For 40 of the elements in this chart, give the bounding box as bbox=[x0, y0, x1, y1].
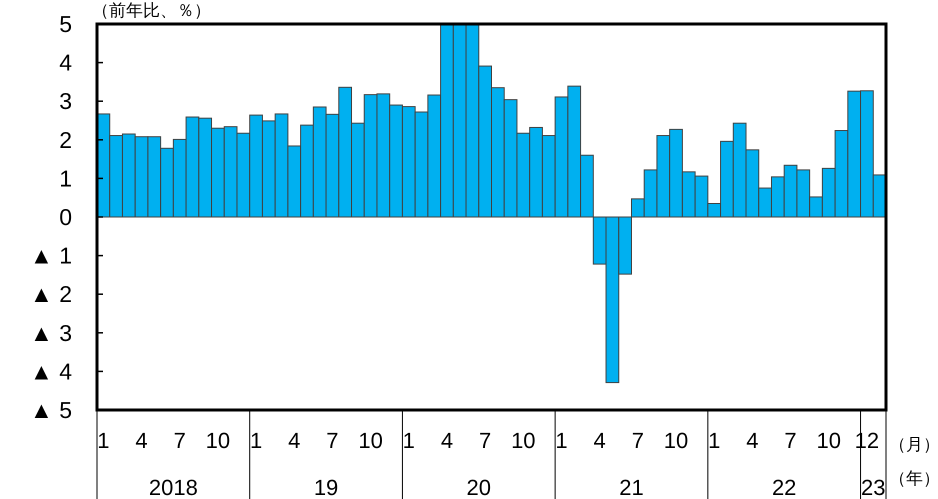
x-tick-label: 10 bbox=[664, 428, 688, 453]
x-tick-label: 10 bbox=[816, 428, 841, 453]
y-tick-label: ▲ 5 bbox=[30, 397, 72, 423]
x-tick-label: 7 bbox=[174, 428, 186, 453]
text: 22 bbox=[772, 475, 796, 499]
y-tick-label: ▲ 1 bbox=[30, 242, 72, 269]
y-tick-label: 4 bbox=[59, 50, 72, 76]
x-tick-label: 1 bbox=[250, 428, 262, 453]
x-tick-label: 10 bbox=[511, 428, 536, 453]
text: 21 bbox=[619, 475, 644, 499]
x-tick-label: 1 bbox=[402, 428, 415, 453]
y-tick-label: 1 bbox=[59, 165, 72, 192]
text: （月） bbox=[889, 435, 938, 454]
text: 19 bbox=[314, 475, 338, 499]
x-tick-label: 10 bbox=[206, 428, 230, 453]
y-tick-label: ▲ 3 bbox=[30, 320, 72, 346]
text: 20 bbox=[466, 475, 492, 499]
y-tick-label: 5 bbox=[59, 11, 72, 37]
y-tick-label: 3 bbox=[59, 88, 72, 114]
x-tick-label: 7 bbox=[632, 428, 644, 453]
x-tick-label: 7 bbox=[784, 428, 797, 453]
x-tick-label: 4 bbox=[135, 428, 148, 453]
text: （年） bbox=[889, 469, 938, 488]
y-tick-label: ▲ 4 bbox=[30, 358, 72, 384]
x-tick-label: 1 bbox=[555, 428, 568, 453]
text: 23 bbox=[861, 475, 886, 499]
y-tick-label: ▲ 2 bbox=[30, 281, 72, 308]
x-tick-label: 7 bbox=[326, 428, 339, 453]
y-axis-title: （前年比、％） bbox=[92, 1, 211, 20]
x-tick-label: 4 bbox=[746, 428, 759, 453]
x-tick-label: 1 bbox=[97, 428, 110, 453]
text: 2018 bbox=[148, 475, 198, 499]
x-tick-label: 4 bbox=[288, 428, 300, 453]
x-tick-label: 4 bbox=[440, 428, 454, 453]
x-tick-label: 10 bbox=[358, 428, 383, 453]
x-tick-label: 1 bbox=[708, 428, 720, 453]
x-tick-label: 7 bbox=[479, 428, 492, 453]
x-tick-label: 4 bbox=[594, 428, 606, 453]
y-tick-label: 0 bbox=[59, 204, 72, 230]
y-tick-label: 2 bbox=[59, 126, 72, 153]
